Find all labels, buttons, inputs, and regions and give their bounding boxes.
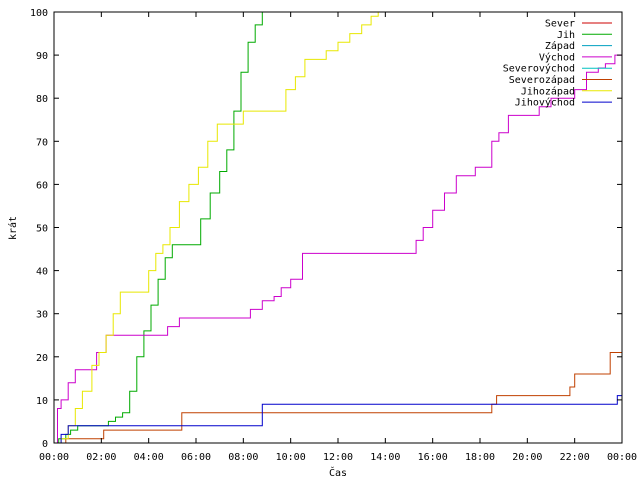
y-tick-label: 0 [42, 439, 48, 450]
legend-label: Jihovýchod [515, 97, 575, 109]
x-tick-label: 00:00 [39, 452, 69, 463]
legend-label: Východ [539, 51, 575, 63]
y-tick-label: 50 [36, 224, 48, 235]
x-axis-label: Čas [329, 466, 347, 479]
legend-label: Jihozápad [521, 85, 575, 97]
y-axis: 0 10 20 30 40 50 60 70 80 90 100 [30, 8, 622, 450]
x-axis: 00:00 02:00 04:00 06:00 08:00 10:00 12:00 14:00… [39, 12, 637, 463]
legend-label: Severovýchod [503, 63, 575, 75]
x-tick-label: 22:00 [560, 452, 590, 463]
series-line-Jihozápad [54, 11, 386, 444]
y-tick-label: 90 [36, 51, 48, 62]
legend-label: Severozápad [509, 74, 575, 86]
x-tick-label: 20:00 [512, 452, 542, 463]
legend-label: Sever [545, 19, 575, 30]
x-tick-label: 06:00 [181, 452, 211, 463]
legend-label: Západ [545, 40, 575, 52]
x-tick-label: 16:00 [418, 452, 448, 463]
x-tick-label: 18:00 [465, 452, 495, 463]
x-tick-label: 02:00 [86, 452, 116, 463]
x-tick-label: 04:00 [134, 452, 164, 463]
plot-area [54, 11, 623, 444]
x-tick-label: 00:00 [607, 452, 637, 463]
y-tick-label: 100 [30, 8, 48, 19]
y-tick-label: 30 [36, 310, 48, 321]
legend: SeverJihZápadVýchodSeverovýchodSeverozáp… [503, 19, 612, 109]
y-axis-label: krát [7, 216, 19, 240]
series-line-Jihovýchod [54, 395, 622, 444]
y-tick-label: 10 [36, 396, 48, 407]
legend-label: Jih [557, 30, 575, 41]
y-tick-label: 40 [36, 267, 48, 278]
y-tick-label: 20 [36, 353, 48, 364]
y-tick-label: 60 [36, 180, 48, 191]
x-tick-label: 08:00 [228, 452, 258, 463]
x-tick-label: 10:00 [276, 452, 306, 463]
x-tick-label: 14:00 [370, 452, 400, 463]
x-tick-label: 12:00 [323, 452, 353, 463]
y-tick-label: 80 [36, 94, 48, 105]
y-tick-label: 70 [36, 137, 48, 148]
